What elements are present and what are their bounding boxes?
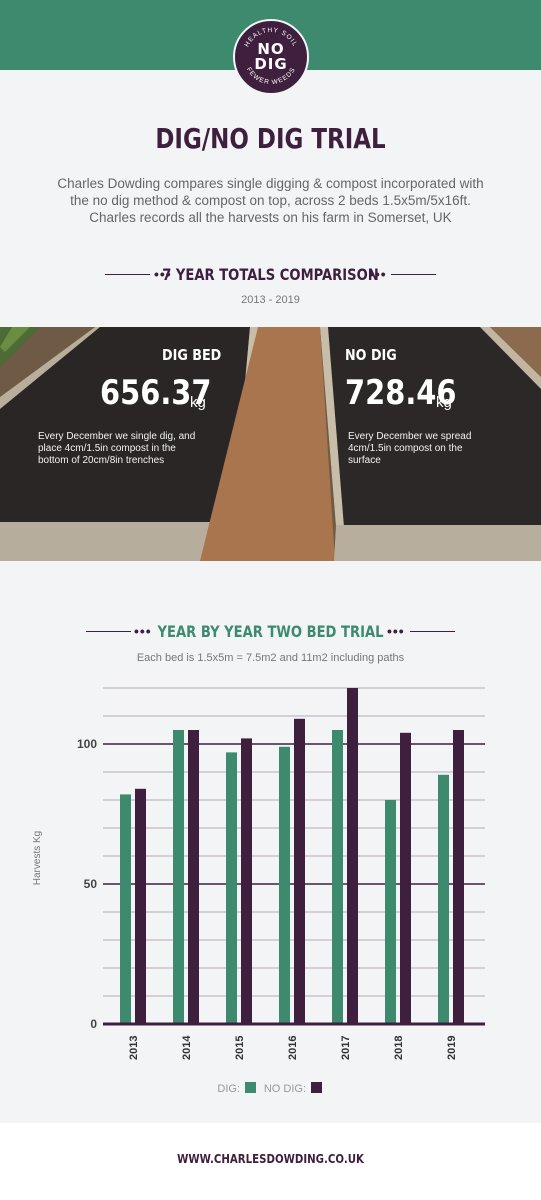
y-tick-label: 100 <box>77 737 97 751</box>
legend-label-dig: DIG: <box>217 1083 240 1095</box>
logo-no: NO <box>257 40 285 58</box>
bar-dig-2015 <box>226 752 237 1024</box>
trial-note: Each bed is 1.5x5m = 7.5m2 and 11m2 incl… <box>136 652 405 664</box>
y-tick-label: 50 <box>84 877 98 891</box>
y-tick-label: 0 <box>90 1017 97 1031</box>
y-axis-label: Harvests Kg <box>32 831 43 885</box>
no-dig-unit: kg <box>436 394 452 411</box>
bar-dig-2017 <box>332 730 343 1024</box>
harvest-bar-chart: 0 50 100 Harvests Kg 2013 2014 2015 2016 2017 201… <box>32 687 485 1095</box>
divider-left <box>86 631 131 632</box>
divider-left <box>105 274 150 275</box>
page-title: DIG/NO DIG TRIAL <box>155 122 386 155</box>
x-tick-label: 2018 <box>393 1036 405 1060</box>
divider-right <box>410 631 455 632</box>
bar-dig-2014 <box>173 730 184 1024</box>
dig-bed-unit: kg <box>190 394 206 411</box>
dig-bed-total: 656.37 <box>100 373 212 413</box>
trial-heading-row: ••• YEAR BY YEAR TWO BED TRIAL ••• <box>0 620 541 644</box>
totals-years: 2013 - 2019 <box>241 294 300 306</box>
website-link[interactable]: WWW.CHARLESDOWDING.CO.UK <box>177 1152 364 1166</box>
bar-dig-2016 <box>279 746 290 1024</box>
dots-left: ••• <box>154 266 172 282</box>
bar-nodig-2015 <box>241 738 252 1024</box>
garden-beds-photo <box>0 327 541 561</box>
dig-bed-description: Every December we single dig, and place … <box>38 431 196 466</box>
bar-dig-2019 <box>438 774 449 1024</box>
bar-nodig-2016 <box>294 718 305 1024</box>
footer: WWW.CHARLESDOWDING.CO.UK <box>0 1123 541 1200</box>
legend-swatch-nodig <box>311 1082 322 1093</box>
logo-dig: DIG <box>254 55 288 73</box>
legend-label-nodig: NO DIG: <box>264 1083 306 1095</box>
bar-nodig-2018 <box>400 732 411 1024</box>
logo-ring: HEALTHY SOIL FEWER WEEDS <box>243 27 297 86</box>
no-dig-description: Every December we spread 4cm/1.5in compo… <box>348 431 472 466</box>
no-dig-label: NO DIG <box>345 346 397 364</box>
bar-nodig-2014 <box>188 730 199 1024</box>
bar-dig-2018 <box>385 800 396 1024</box>
x-tick-label: 2015 <box>234 1036 246 1060</box>
bar-nodig-2013 <box>135 788 146 1024</box>
intro-text: Charles Dowding compares single digging … <box>57 176 484 225</box>
x-tick-label: 2014 <box>181 1035 193 1060</box>
trial-heading: YEAR BY YEAR TWO BED TRIAL <box>157 622 384 641</box>
no-dig-total: 728.46 <box>345 373 457 413</box>
x-tick-label: 2017 <box>340 1036 352 1060</box>
dots-left: ••• <box>134 623 152 639</box>
x-tick-label: 2016 <box>287 1036 299 1060</box>
x-tick-label: 2019 <box>446 1036 458 1060</box>
bar-nodig-2019 <box>453 730 464 1024</box>
bar-nodig-2017 <box>347 688 358 1024</box>
totals-heading-row: ••• 7 YEAR TOTALS COMPARISON ••• <box>0 263 541 287</box>
dots-right: ••• <box>369 266 387 282</box>
dots-right: ••• <box>387 623 405 639</box>
x-tick-label: 2013 <box>128 1036 140 1060</box>
legend-swatch-dig <box>245 1082 256 1093</box>
divider-right <box>391 274 436 275</box>
no-dig-logo: HEALTHY SOIL FEWER WEEDS NO DIG <box>233 19 309 95</box>
dig-bed-label: DIG BED <box>162 346 222 364</box>
totals-heading: 7 YEAR TOTALS COMPARISON <box>162 265 379 284</box>
bar-dig-2013 <box>120 794 131 1024</box>
